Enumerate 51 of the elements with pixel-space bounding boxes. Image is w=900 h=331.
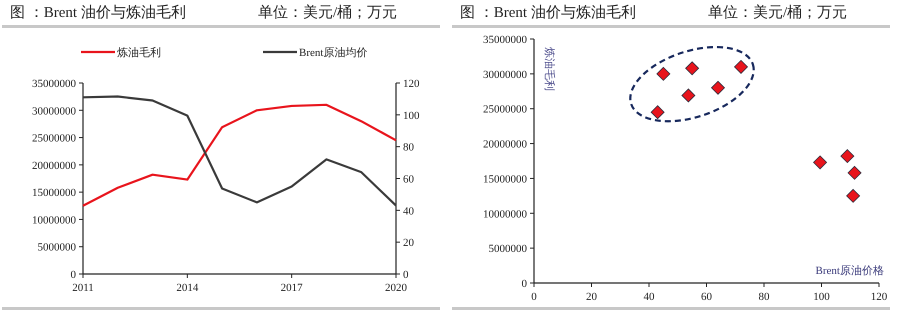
y-tick-label: 30000000	[32, 105, 76, 118]
point	[656, 66, 670, 81]
legend-label: Brent原油均价	[299, 46, 368, 59]
x-tick-label: 2017	[280, 282, 304, 294]
point	[734, 60, 748, 74]
y2-tick-label: 120	[403, 78, 420, 90]
y2-tick-label: 20	[403, 237, 414, 250]
x-tick-label: 20	[586, 291, 598, 303]
y-tick-label: 30000000	[483, 68, 528, 81]
point	[650, 105, 665, 120]
y-tick-label: 10000000	[32, 214, 76, 226]
x-tick-label: 80	[758, 291, 770, 303]
x-tick-label: 2011	[72, 282, 94, 294]
y2-tick-label: 80	[403, 142, 414, 154]
x-tick-label: 0	[531, 291, 538, 303]
y-tick-label: 15000000	[32, 187, 76, 200]
x-tick-label: 2014	[176, 282, 199, 294]
point	[711, 80, 725, 95]
chart-title: 图 ：Brent 油价与炼油毛利	[460, 4, 636, 21]
point	[848, 166, 862, 180]
x-tick-label: 60	[701, 291, 712, 303]
y-tick-label: 35000000	[483, 34, 528, 46]
point	[846, 188, 860, 203]
x-tick-label: 40	[644, 291, 655, 303]
point	[840, 149, 854, 164]
y-tick-label: 10000000	[483, 208, 528, 220]
y-tick-label: 15000000	[483, 173, 528, 186]
chart-title: 图 ：Brent 油价与炼油毛利	[10, 4, 186, 21]
y-tick-label: 35000000	[32, 78, 76, 90]
x-axis-title: Brent原油价格	[816, 264, 884, 277]
y2-tick-label: 60	[403, 174, 414, 186]
y-tick-label: 25000000	[32, 132, 76, 145]
y2-tick-label: 40	[403, 205, 414, 218]
y2-tick-label: 100	[403, 110, 420, 122]
y-tick-label: 20000000	[32, 160, 76, 172]
point	[685, 61, 700, 76]
point	[813, 155, 827, 170]
point	[681, 88, 696, 102]
y-tick-label: 25000000	[483, 104, 528, 116]
y-tick-label: 5000000	[488, 243, 528, 256]
chart-subtitle: 单位：美元/桶；万元	[708, 4, 848, 21]
y-tick-label: 5000000	[38, 242, 76, 254]
x-tick-label: 100	[813, 291, 830, 303]
legend-label: 炼油毛利	[117, 46, 161, 59]
chart-subtitle: 单位：美元/桶；万元	[258, 4, 398, 21]
x-tick-label: 120	[870, 291, 888, 303]
y-axis-title: 炼油毛利	[543, 47, 556, 91]
y-tick-label: 0	[70, 269, 76, 281]
x-tick-label: 2020	[385, 282, 408, 294]
y2-tick-label: 0	[403, 269, 409, 281]
y-tick-label: 20000000	[483, 138, 528, 151]
